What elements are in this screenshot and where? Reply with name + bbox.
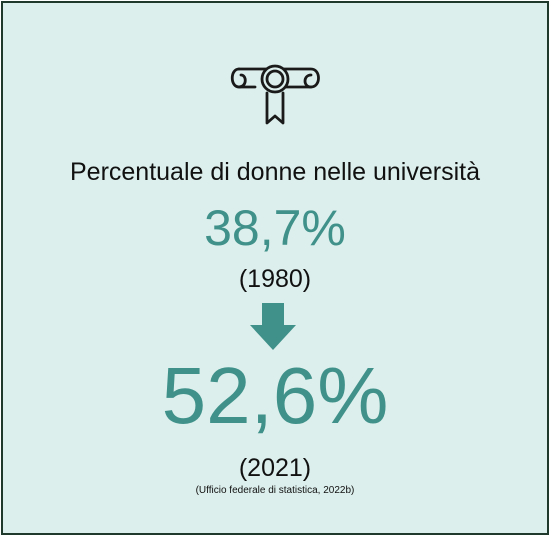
- year-1980-label: (1980): [238, 265, 312, 293]
- diploma-icon: [230, 64, 320, 125]
- value-1980: 38,7%: [204, 200, 346, 256]
- source-citation: (Ufficio federale di statistica, 2022b): [195, 485, 355, 496]
- title-text: Percentuale di donne nelle università: [70, 158, 480, 186]
- year-2021-label: (2021): [238, 454, 312, 482]
- value-2021: 52,6%: [161, 351, 389, 440]
- arrow-down-icon: [250, 303, 296, 350]
